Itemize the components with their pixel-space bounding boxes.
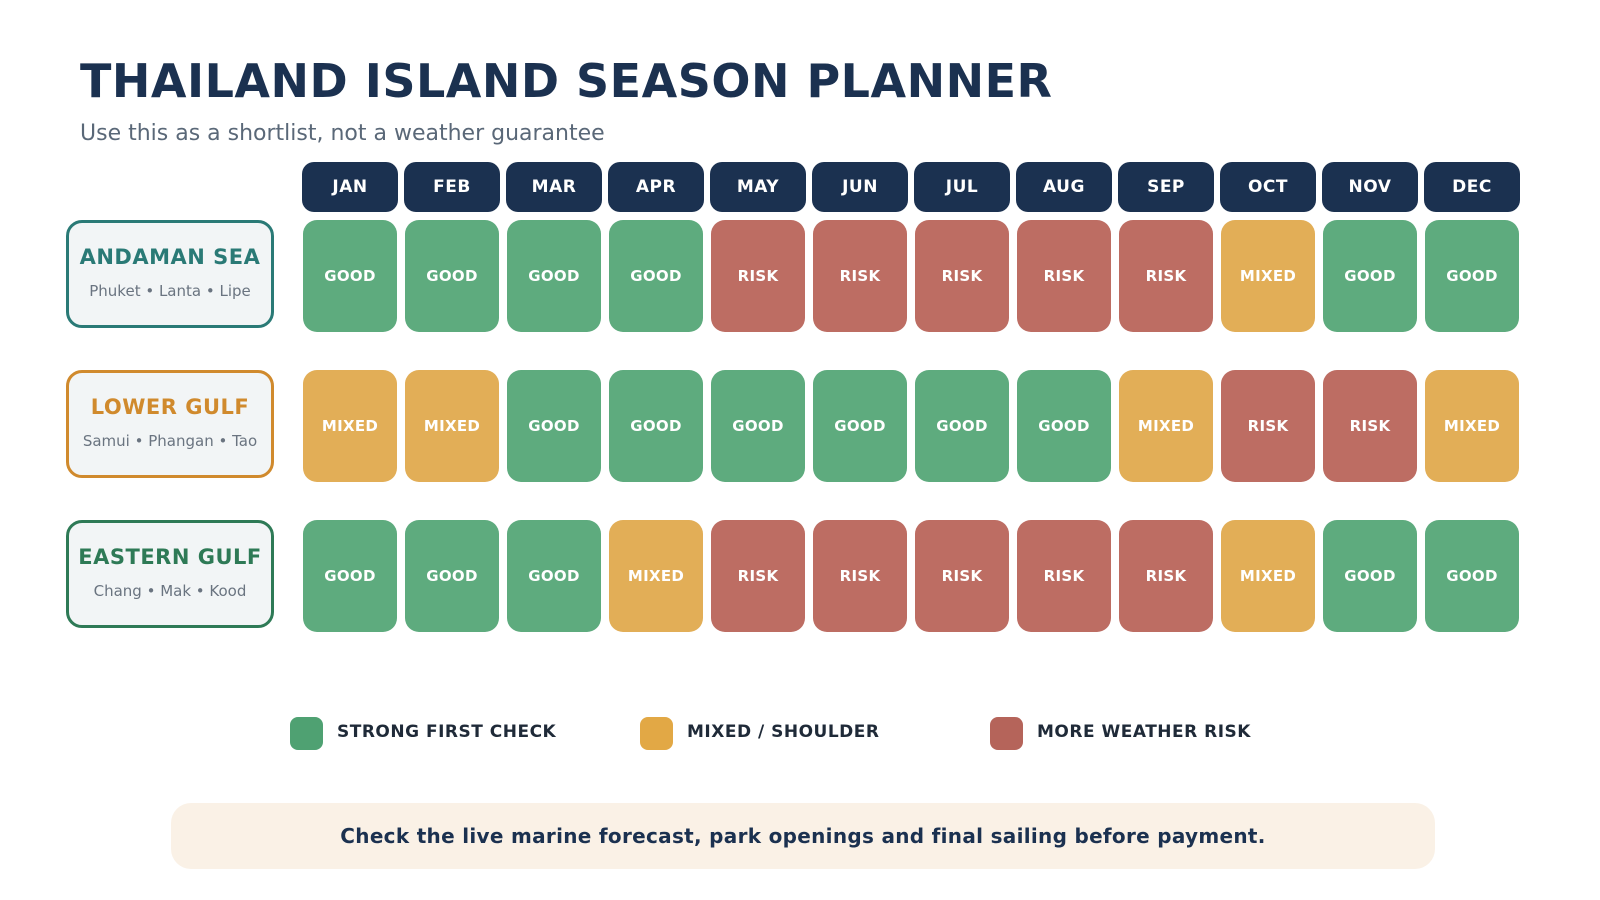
month-header-feb: FEB	[404, 162, 500, 212]
region-label-lower-gulf: LOWER GULF Samui • Phangan • Tao	[66, 370, 274, 478]
season-cell-andaman-sea-feb: GOOD	[405, 220, 499, 332]
month-header-sep: SEP	[1118, 162, 1214, 212]
month-header-apr: APR	[608, 162, 704, 212]
season-cell-eastern-gulf-jun: RISK	[813, 520, 907, 632]
season-cell-lower-gulf-feb: MIXED	[405, 370, 499, 482]
season-cell-eastern-gulf-may: RISK	[711, 520, 805, 632]
season-cell-lower-gulf-aug: GOOD	[1017, 370, 1111, 482]
season-cell-andaman-sea-dec: GOOD	[1425, 220, 1519, 332]
season-cell-andaman-sea-may: RISK	[711, 220, 805, 332]
season-cell-lower-gulf-jan: MIXED	[303, 370, 397, 482]
month-header-jun: JUN	[812, 162, 908, 212]
season-cell-andaman-sea-mar: GOOD	[507, 220, 601, 332]
season-cell-eastern-gulf-jul: RISK	[915, 520, 1009, 632]
legend-swatch	[290, 717, 323, 750]
month-header-mar: MAR	[506, 162, 602, 212]
region-name: LOWER GULF	[90, 394, 250, 419]
season-cell-lower-gulf-jul: GOOD	[915, 370, 1009, 482]
month-header-dec: DEC	[1424, 162, 1520, 212]
region-islands: Chang • Mak • Kood	[93, 581, 247, 600]
region-islands: Samui • Phangan • Tao	[82, 431, 258, 450]
season-cell-andaman-sea-sep: RISK	[1119, 220, 1213, 332]
month-header-oct: OCT	[1220, 162, 1316, 212]
region-islands: Phuket • Lanta • Lipe	[89, 281, 251, 300]
season-cell-eastern-gulf-feb: GOOD	[405, 520, 499, 632]
season-cell-eastern-gulf-jan: GOOD	[303, 520, 397, 632]
month-header-jan: JAN	[302, 162, 398, 212]
season-cell-lower-gulf-nov: RISK	[1323, 370, 1417, 482]
season-cell-lower-gulf-jun: GOOD	[813, 370, 907, 482]
season-cell-andaman-sea-jul: RISK	[915, 220, 1009, 332]
footer-note-text: Check the live marine forecast, park ope…	[340, 824, 1266, 848]
season-cell-andaman-sea-jan: GOOD	[303, 220, 397, 332]
legend-label: MIXED / SHOULDER	[687, 722, 880, 742]
season-cell-eastern-gulf-mar: GOOD	[507, 520, 601, 632]
season-cell-eastern-gulf-dec: GOOD	[1425, 520, 1519, 632]
region-name: ANDAMAN SEA	[79, 244, 261, 269]
season-cell-eastern-gulf-aug: RISK	[1017, 520, 1111, 632]
season-cell-andaman-sea-aug: RISK	[1017, 220, 1111, 332]
region-label-eastern-gulf: EASTERN GULF Chang • Mak • Kood	[66, 520, 274, 628]
season-cell-andaman-sea-oct: MIXED	[1221, 220, 1315, 332]
legend-swatch	[990, 717, 1023, 750]
season-cell-eastern-gulf-nov: GOOD	[1323, 520, 1417, 632]
season-cell-eastern-gulf-oct: MIXED	[1221, 520, 1315, 632]
region-label-andaman-sea: ANDAMAN SEA Phuket • Lanta • Lipe	[66, 220, 274, 328]
legend-label: MORE WEATHER RISK	[1037, 722, 1251, 742]
month-header-nov: NOV	[1322, 162, 1418, 212]
season-cell-lower-gulf-may: GOOD	[711, 370, 805, 482]
month-header-aug: AUG	[1016, 162, 1112, 212]
region-name: EASTERN GULF	[78, 544, 262, 569]
season-cell-eastern-gulf-apr: MIXED	[609, 520, 703, 632]
season-cell-andaman-sea-jun: RISK	[813, 220, 907, 332]
season-cell-eastern-gulf-sep: RISK	[1119, 520, 1213, 632]
legend-swatch	[640, 717, 673, 750]
season-cell-lower-gulf-mar: GOOD	[507, 370, 601, 482]
legend-label: STRONG FIRST CHECK	[337, 722, 557, 742]
season-cell-lower-gulf-oct: RISK	[1221, 370, 1315, 482]
season-cell-lower-gulf-apr: GOOD	[609, 370, 703, 482]
season-cell-lower-gulf-dec: MIXED	[1425, 370, 1519, 482]
footer-note: Check the live marine forecast, park ope…	[171, 803, 1435, 869]
page-title: THAILAND ISLAND SEASON PLANNER	[80, 54, 1053, 108]
page-subtitle: Use this as a shortlist, not a weather g…	[80, 121, 605, 146]
season-cell-andaman-sea-apr: GOOD	[609, 220, 703, 332]
month-header-jul: JUL	[914, 162, 1010, 212]
season-cell-lower-gulf-sep: MIXED	[1119, 370, 1213, 482]
season-cell-andaman-sea-nov: GOOD	[1323, 220, 1417, 332]
month-header-may: MAY	[710, 162, 806, 212]
